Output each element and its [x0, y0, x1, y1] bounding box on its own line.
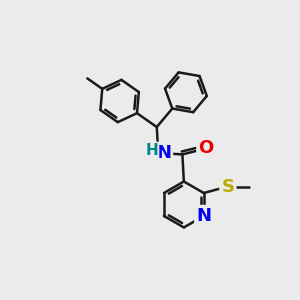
Text: H: H — [146, 143, 158, 158]
Text: O: O — [198, 139, 214, 157]
Text: S: S — [221, 178, 234, 196]
Text: N: N — [196, 207, 211, 225]
Text: N: N — [156, 144, 171, 162]
